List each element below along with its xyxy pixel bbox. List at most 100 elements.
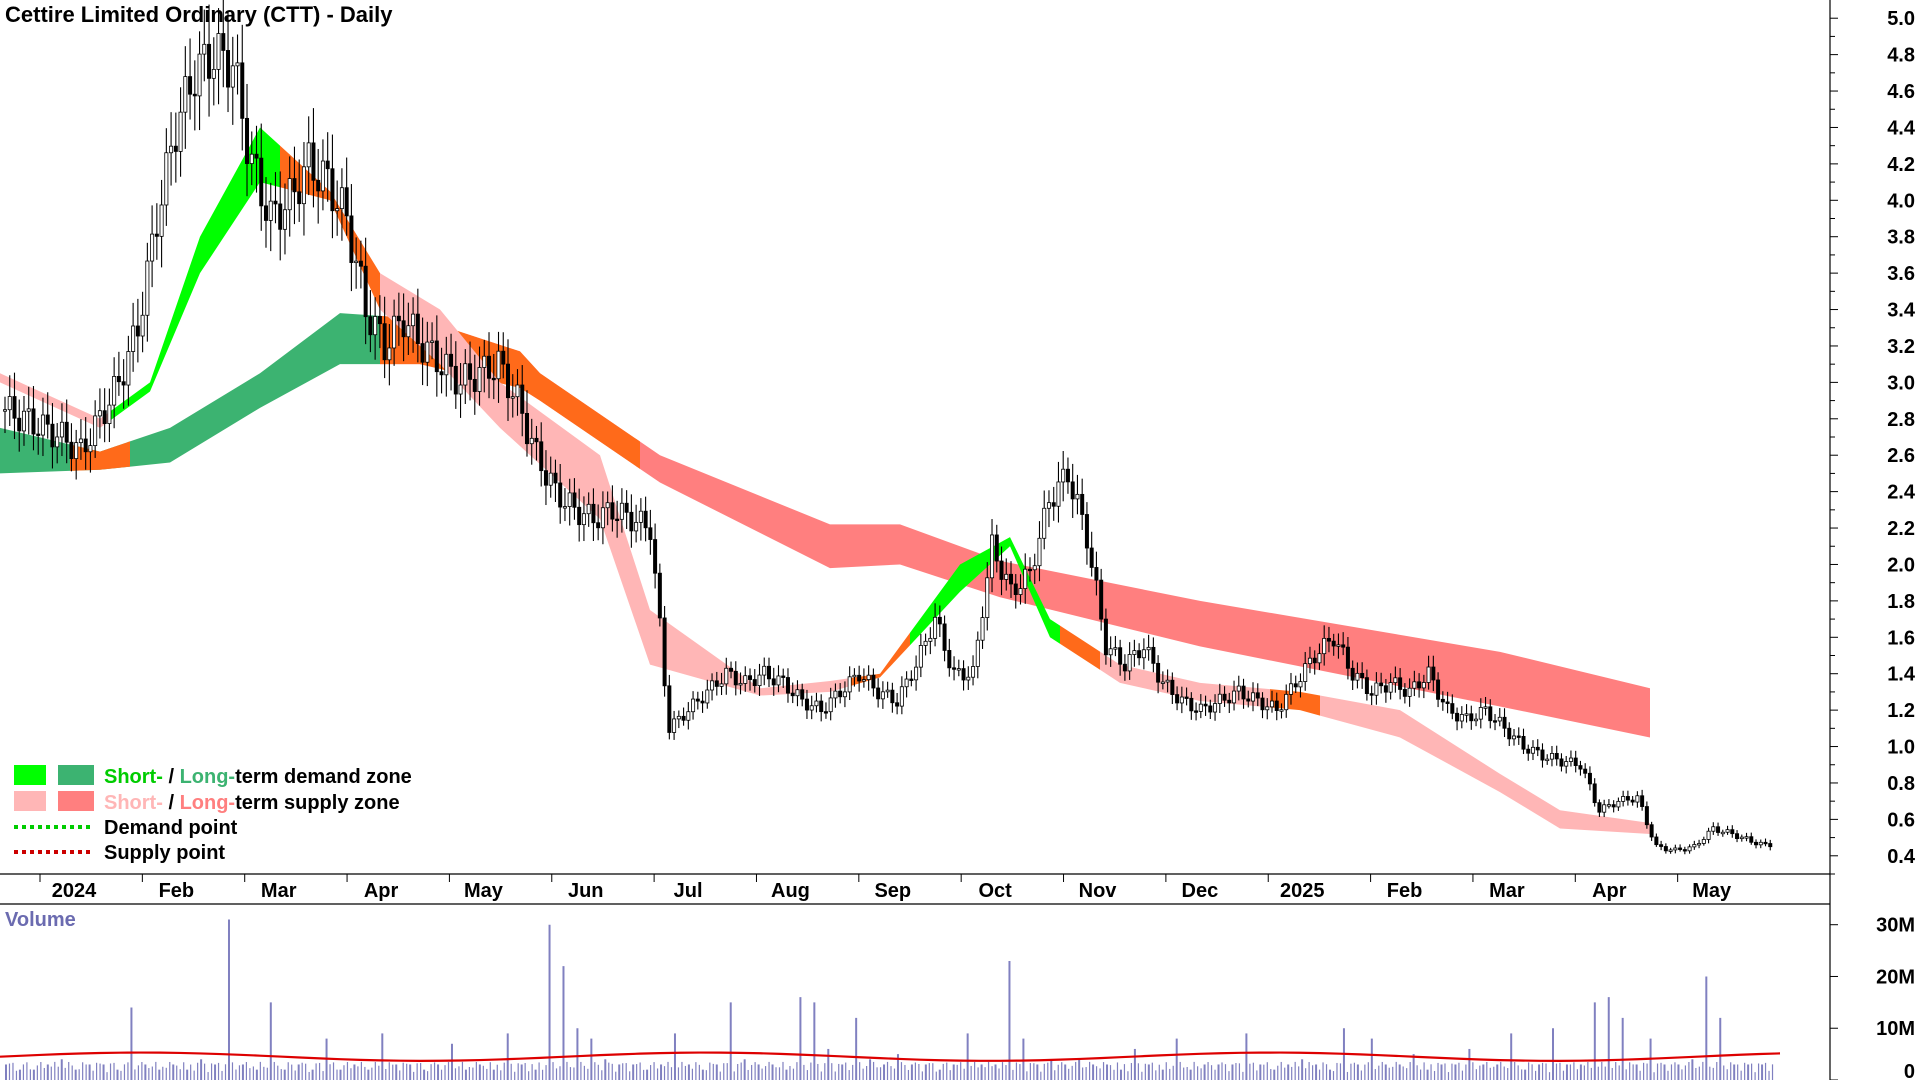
candle-body (1616, 800, 1621, 808)
candle-body (1597, 802, 1602, 813)
x-tick-label: Apr (364, 880, 399, 902)
candle-body (1284, 693, 1289, 711)
candle-body (515, 384, 520, 398)
candle-body (1046, 502, 1051, 509)
candle-body (1051, 502, 1056, 507)
candle-body (714, 680, 719, 687)
candle-body (1649, 824, 1654, 838)
candle-body (814, 700, 819, 707)
candle-body (1118, 647, 1123, 665)
candle-body (686, 711, 691, 721)
candle-body (662, 617, 667, 687)
candle-body (890, 689, 895, 704)
candle-body (59, 421, 64, 438)
candle-body (306, 142, 311, 168)
candle-body (909, 678, 914, 681)
price-tick-label: 1.2 (1887, 700, 1915, 722)
volume-label: Volume (5, 909, 76, 931)
candle-body (401, 320, 406, 338)
candle-body (833, 690, 838, 699)
candle-body (885, 689, 890, 693)
candle-body (899, 686, 904, 707)
candle-body (40, 414, 45, 436)
candle-body (50, 423, 55, 448)
candle-body (1189, 697, 1194, 712)
candle-body (12, 396, 17, 419)
candle-body (1640, 795, 1645, 807)
candle-body (1122, 663, 1127, 672)
price-tick-label: 3.4 (1887, 300, 1916, 322)
candle-body (539, 441, 544, 472)
candle-body (600, 507, 605, 529)
candle-body (952, 667, 957, 670)
candle-body (339, 187, 344, 210)
price-tick-label: 1.6 (1887, 627, 1915, 649)
legend-demand-long-swatch (58, 765, 94, 785)
candle-body (1611, 804, 1616, 808)
candle-body (762, 665, 767, 676)
candle-body (382, 323, 387, 361)
candle-body (97, 410, 102, 417)
candle-body (150, 233, 155, 262)
candle-body (1009, 573, 1014, 585)
candle-body (320, 160, 325, 192)
candle-body (349, 215, 354, 263)
candle-body (1236, 685, 1241, 692)
x-tick-label: Nov (1079, 880, 1118, 902)
legend-demand-short-swatch (14, 765, 46, 785)
candle-body (719, 683, 724, 687)
candle-body (999, 560, 1004, 580)
candle-body (1227, 699, 1232, 704)
candle-body (1032, 565, 1037, 571)
candle-body (1156, 662, 1161, 683)
candle-body (918, 645, 923, 668)
candle-body (140, 314, 145, 337)
candle-body (131, 325, 136, 352)
candle-body (501, 350, 506, 365)
candle-body (1099, 579, 1104, 620)
candle-body (1322, 637, 1327, 655)
candle-body (482, 355, 487, 368)
candle-body (1222, 693, 1227, 701)
legend-supply-long-text: Long- (180, 792, 236, 814)
candle-body (1554, 753, 1559, 760)
short-term-transition-zone (1060, 625, 1100, 670)
candle-body (510, 396, 515, 399)
candle-body (1673, 847, 1678, 851)
candle-body (1146, 646, 1151, 651)
candle-body (1379, 682, 1384, 687)
candle-body (463, 363, 468, 386)
candle-body (1288, 683, 1293, 695)
candle-body (1754, 841, 1759, 846)
x-tick-label: Apr (1592, 880, 1627, 902)
candle-body (1056, 481, 1061, 507)
candle-body (567, 492, 572, 507)
candle-body (842, 691, 847, 698)
candle-body (809, 705, 814, 711)
candle-body (1251, 692, 1256, 702)
candle-body (1635, 795, 1640, 803)
candle-body (211, 68, 216, 79)
candle-body (1070, 481, 1075, 500)
candle-body (994, 534, 999, 562)
candle-body (1113, 647, 1118, 650)
long-term-demand-zone (0, 313, 380, 474)
candle-body (1184, 696, 1189, 699)
candle-body (330, 168, 335, 212)
candle-body (1521, 735, 1526, 750)
candle-body (1516, 735, 1521, 738)
candle-body (254, 153, 259, 159)
price-tick-label: 2.0 (1887, 554, 1915, 576)
price-axis: 5.0 4.8 4.6 4.4 4.2 4.0 3.8 3.6 3.4 3.2 3.0 2.8 2.6 2… (1830, 8, 1916, 875)
candle-body (292, 178, 297, 193)
candle-body (710, 680, 715, 691)
candle-body (453, 365, 458, 395)
candle-body (1255, 692, 1260, 699)
candle-body (183, 76, 188, 113)
candle-body (1701, 839, 1706, 844)
candle-body (301, 166, 306, 205)
candle-body (392, 315, 397, 349)
candle-body (1260, 697, 1265, 711)
